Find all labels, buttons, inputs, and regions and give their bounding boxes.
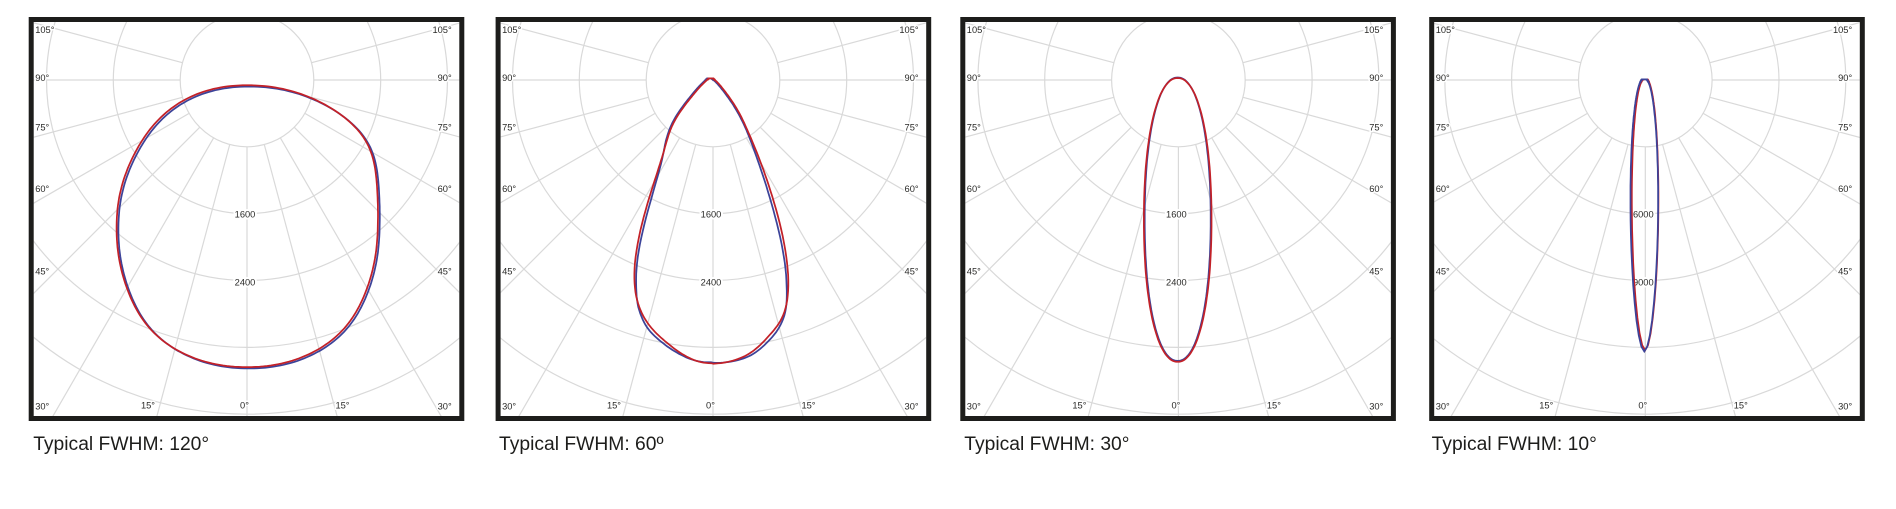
svg-text:60°: 60° [905, 184, 919, 194]
svg-text:90°: 90° [1436, 73, 1450, 83]
svg-text:2400: 2400 [235, 278, 256, 288]
svg-text:0°: 0° [240, 401, 249, 411]
svg-text:15°: 15° [1539, 401, 1553, 411]
svg-text:15°: 15° [1734, 401, 1748, 411]
svg-text:Typical FWHM: 120°: Typical FWHM: 120° [33, 434, 209, 455]
svg-text:75°: 75° [967, 122, 981, 132]
svg-text:9000: 9000 [1633, 278, 1654, 288]
svg-text:90°: 90° [502, 73, 516, 83]
svg-text:45°: 45° [1369, 267, 1383, 277]
svg-text:75°: 75° [502, 122, 516, 132]
svg-text:1600: 1600 [235, 210, 256, 220]
svg-text:30°: 30° [1436, 402, 1450, 412]
svg-text:75°: 75° [1436, 122, 1450, 132]
svg-text:75°: 75° [1838, 122, 1852, 132]
svg-text:90°: 90° [1838, 73, 1852, 83]
svg-text:2400: 2400 [1166, 278, 1187, 288]
svg-text:15°: 15° [801, 401, 815, 411]
svg-text:45°: 45° [502, 267, 516, 277]
svg-text:90°: 90° [967, 73, 981, 83]
svg-text:105°: 105° [1833, 25, 1853, 35]
svg-text:15°: 15° [141, 401, 155, 411]
svg-text:45°: 45° [1838, 267, 1852, 277]
svg-text:2400: 2400 [701, 278, 722, 288]
svg-text:45°: 45° [438, 267, 452, 277]
svg-text:30°: 30° [1369, 402, 1383, 412]
svg-text:60°: 60° [967, 184, 981, 194]
svg-text:90°: 90° [35, 73, 49, 83]
svg-text:45°: 45° [1436, 267, 1450, 277]
svg-text:45°: 45° [967, 267, 981, 277]
svg-text:15°: 15° [1267, 401, 1281, 411]
svg-text:60°: 60° [502, 184, 516, 194]
svg-text:15°: 15° [1072, 401, 1086, 411]
svg-text:105°: 105° [1364, 25, 1384, 35]
svg-text:1600: 1600 [1166, 210, 1187, 220]
svg-text:0°: 0° [706, 401, 715, 411]
svg-text:30°: 30° [967, 402, 981, 412]
svg-text:30°: 30° [438, 402, 452, 412]
svg-text:75°: 75° [438, 122, 452, 132]
svg-text:30°: 30° [1838, 402, 1852, 412]
svg-text:105°: 105° [1436, 25, 1456, 35]
svg-text:105°: 105° [35, 25, 55, 35]
svg-text:Typical FWHM: 10°: Typical FWHM: 10° [1432, 434, 1597, 455]
svg-text:90°: 90° [1369, 73, 1383, 83]
svg-text:15°: 15° [607, 401, 621, 411]
svg-text:0°: 0° [1638, 401, 1647, 411]
svg-text:90°: 90° [905, 73, 919, 83]
svg-text:30°: 30° [35, 402, 49, 412]
svg-text:6000: 6000 [1633, 210, 1654, 220]
svg-text:45°: 45° [35, 267, 49, 277]
svg-text:75°: 75° [905, 122, 919, 132]
svg-text:30°: 30° [502, 402, 516, 412]
svg-text:60°: 60° [438, 184, 452, 194]
svg-text:15°: 15° [335, 401, 349, 411]
svg-text:105°: 105° [899, 25, 919, 35]
svg-text:30°: 30° [905, 402, 919, 412]
svg-text:60°: 60° [1436, 184, 1450, 194]
svg-text:60°: 60° [1838, 184, 1852, 194]
svg-text:75°: 75° [35, 122, 49, 132]
svg-text:105°: 105° [502, 25, 522, 35]
svg-text:60°: 60° [35, 184, 49, 194]
svg-text:75°: 75° [1369, 122, 1383, 132]
svg-text:60°: 60° [1369, 184, 1383, 194]
svg-text:0°: 0° [1171, 401, 1180, 411]
svg-text:Typical FWHM: 60º: Typical FWHM: 60º [499, 434, 664, 455]
svg-text:105°: 105° [432, 25, 452, 35]
svg-text:1600: 1600 [701, 210, 722, 220]
svg-text:105°: 105° [967, 25, 987, 35]
svg-text:90°: 90° [438, 73, 452, 83]
svg-text:45°: 45° [905, 267, 919, 277]
svg-text:Typical FWHM: 30°: Typical FWHM: 30° [964, 434, 1129, 455]
